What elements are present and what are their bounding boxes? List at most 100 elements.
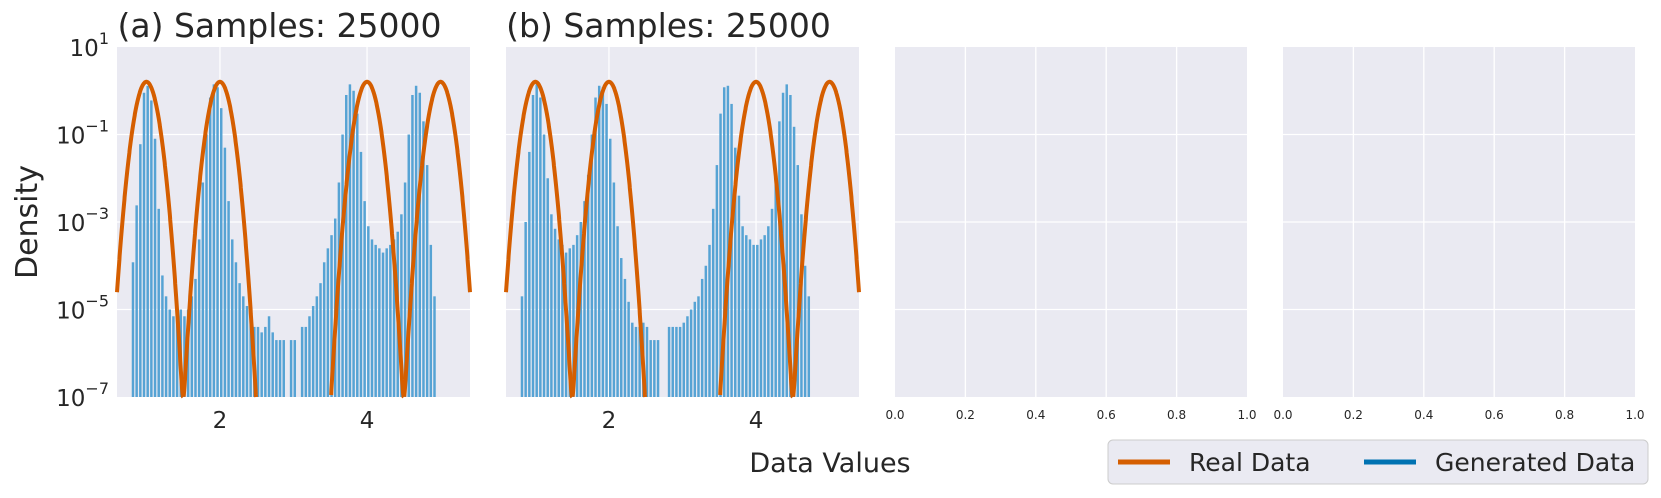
x-tick-label: 1.0 xyxy=(1625,408,1644,422)
histogram-bar xyxy=(311,306,315,397)
real-data-curve xyxy=(791,79,861,397)
histogram-bar xyxy=(315,296,319,397)
histogram-bar xyxy=(205,134,208,397)
panel-1: 2 4 101 10−1 10−3 10−5 10−7 (a) Samples: 25000 xyxy=(56,6,472,434)
histogram-bar xyxy=(645,326,649,397)
histogram-bar xyxy=(767,226,770,397)
legend-label-generated: Generated Data xyxy=(1435,448,1635,477)
histogram-bar xyxy=(715,165,719,397)
histogram-bar xyxy=(242,296,245,397)
histogram-bar xyxy=(146,85,149,397)
histogram-bar xyxy=(293,340,297,397)
real-data-curve xyxy=(570,79,648,398)
histogram-bar xyxy=(278,340,282,397)
histogram-bar xyxy=(667,326,671,397)
histogram-bar xyxy=(150,100,153,398)
x-tick-label: 0.6 xyxy=(1485,408,1504,422)
histogram-bar xyxy=(356,113,359,397)
histogram-bar xyxy=(586,174,590,397)
histogram-bar xyxy=(594,97,597,397)
histogram-bar xyxy=(238,283,241,397)
histogram-bar xyxy=(392,239,396,397)
x-tick-label: 0.2 xyxy=(1344,408,1363,422)
histogram-bar xyxy=(300,326,304,397)
histogram-bar xyxy=(234,262,238,397)
histogram-bar xyxy=(341,134,344,397)
histogram-bar xyxy=(638,326,641,397)
histogram-bar xyxy=(212,84,216,397)
histogram-bar xyxy=(752,244,755,397)
histogram-bar xyxy=(807,296,811,397)
histogram-bar xyxy=(774,170,777,397)
histogram-bar xyxy=(737,195,741,397)
histogram-bar xyxy=(583,201,586,397)
legend: Real Data Generated Data xyxy=(1107,439,1649,485)
histogram-bar xyxy=(389,244,392,397)
histogram-bar xyxy=(367,226,370,397)
real-data-curve xyxy=(504,79,574,399)
histogram-bar xyxy=(135,205,138,397)
histogram-bar xyxy=(528,151,531,397)
histogram-bar xyxy=(374,244,377,397)
histogram-bar xyxy=(153,138,157,397)
histogram-bar xyxy=(634,326,638,397)
x-tick-label: 0.2 xyxy=(956,408,975,422)
histogram-bar xyxy=(231,239,234,397)
histogram-bar xyxy=(601,87,605,397)
histogram-bar xyxy=(322,262,326,397)
histogram-bar xyxy=(649,340,652,397)
histogram-bar xyxy=(708,244,711,397)
histogram-bar xyxy=(164,296,168,397)
histogram-bar xyxy=(627,301,630,397)
histogram-bar xyxy=(711,208,715,397)
histogram-bar xyxy=(245,306,249,397)
histogram-bar xyxy=(219,108,223,397)
x-tick-label: 0.6 xyxy=(1097,408,1116,422)
x-tick-label: 0.4 xyxy=(1026,408,1045,422)
histogram-bar xyxy=(770,208,774,397)
histogram-bar xyxy=(319,283,322,397)
y-tick-label: 10−7 xyxy=(56,379,109,412)
histogram-bar xyxy=(139,144,142,397)
histogram-bar xyxy=(308,316,311,397)
histogram-bar xyxy=(378,248,381,397)
histogram-bar xyxy=(345,94,348,398)
histogram-bar xyxy=(264,326,267,397)
histogram-bar xyxy=(142,92,146,397)
histogram-bar xyxy=(304,326,308,397)
histogram-bar xyxy=(756,244,759,397)
histogram-bar xyxy=(249,316,252,397)
x-tick-label: 2 xyxy=(602,408,617,434)
histogram-bar xyxy=(689,309,693,397)
panel-4: 0.0 0.2 0.4 0.6 0.8 1.0 xyxy=(1273,47,1645,422)
histogram-bar xyxy=(385,248,388,397)
histogram-bar xyxy=(553,228,557,397)
histogram-bar xyxy=(539,97,542,397)
panel-2: 2 4 (b) Samples: 25000 xyxy=(504,6,861,434)
real-data-curve xyxy=(329,79,406,399)
histogram-bar xyxy=(363,201,366,397)
histogram-bar xyxy=(653,340,656,397)
histogram-bar xyxy=(557,239,560,397)
histogram-bar xyxy=(190,296,194,397)
x-tick-label: 4 xyxy=(360,408,375,434)
histogram-bar xyxy=(726,85,730,397)
histogram-bar xyxy=(208,97,212,397)
histogram-bar xyxy=(796,165,799,397)
x-axis-label: Data Values xyxy=(749,448,910,479)
histogram-bar xyxy=(194,278,197,397)
histogram-bar xyxy=(425,165,429,397)
x-tick-label: 0.8 xyxy=(1555,408,1574,422)
x-tick-label: 0.0 xyxy=(1273,408,1292,422)
panel-3: 0.0 0.2 0.4 0.6 0.8 1.0 xyxy=(885,47,1257,422)
histogram-bar xyxy=(700,278,704,397)
histogram-bar xyxy=(697,296,700,397)
histogram-bar xyxy=(267,316,271,397)
histogram-bar xyxy=(561,244,564,397)
histogram-bar xyxy=(223,147,227,397)
histogram-bar xyxy=(227,201,230,397)
real-data-curve xyxy=(718,79,795,399)
histogram-bar xyxy=(579,222,583,397)
histogram-bar xyxy=(381,252,385,397)
